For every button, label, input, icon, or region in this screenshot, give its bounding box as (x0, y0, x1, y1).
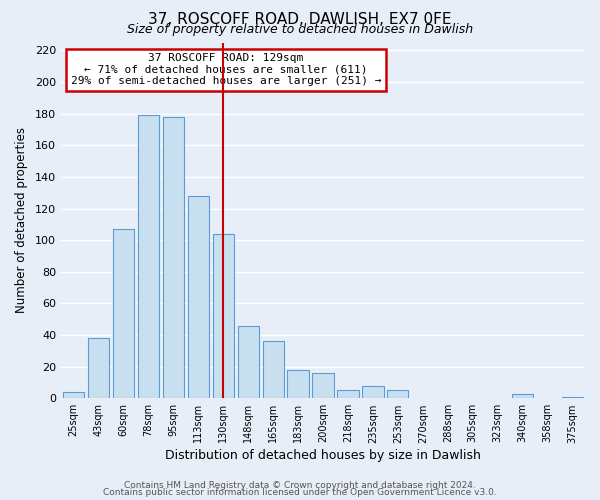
Bar (362, 386, 383, 398)
Bar (238, 326, 259, 398)
Bar (337, 390, 359, 398)
Bar (113, 229, 134, 398)
Text: 37 ROSCOFF ROAD: 129sqm
← 71% of detached houses are smaller (611)
29% of semi-d: 37 ROSCOFF ROAD: 129sqm ← 71% of detache… (71, 53, 382, 86)
Bar (88, 338, 109, 398)
Bar (387, 390, 409, 398)
Bar (512, 394, 533, 398)
Bar (163, 117, 184, 398)
Text: Contains HM Land Registry data © Crown copyright and database right 2024.: Contains HM Land Registry data © Crown c… (124, 480, 476, 490)
Bar (562, 396, 583, 398)
X-axis label: Distribution of detached houses by size in Dawlish: Distribution of detached houses by size … (165, 450, 481, 462)
Text: Size of property relative to detached houses in Dawlish: Size of property relative to detached ho… (127, 22, 473, 36)
Bar (212, 234, 234, 398)
Bar (138, 115, 159, 399)
Bar (313, 373, 334, 398)
Y-axis label: Number of detached properties: Number of detached properties (15, 128, 28, 314)
Text: Contains public sector information licensed under the Open Government Licence v3: Contains public sector information licen… (103, 488, 497, 497)
Bar (287, 370, 308, 398)
Text: 37, ROSCOFF ROAD, DAWLISH, EX7 0FE: 37, ROSCOFF ROAD, DAWLISH, EX7 0FE (148, 12, 452, 28)
Bar (188, 196, 209, 398)
Bar (63, 392, 84, 398)
Bar (263, 342, 284, 398)
